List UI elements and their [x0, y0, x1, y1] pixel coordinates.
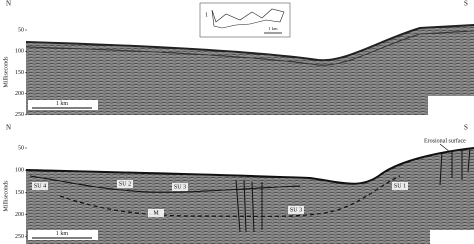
annotation: SU 3 — [290, 207, 302, 213]
inset-marker: 1 — [205, 12, 208, 18]
south-label: S — [464, 124, 468, 132]
scale-bar-label: 1 km — [56, 101, 69, 107]
y-tick-label: 100 — [15, 49, 24, 55]
y-tick-label: 50 — [18, 145, 24, 151]
y-axis-label: Milliseconds — [3, 56, 9, 88]
north-label: N — [6, 124, 11, 132]
y-tick-label: 150 — [15, 190, 24, 196]
y-tick-label: 200 — [15, 91, 24, 97]
label-box — [32, 182, 48, 190]
inset-map: 1 1 km — [199, 2, 291, 38]
y-tick-label: 250 — [15, 112, 24, 118]
label-box — [148, 209, 164, 217]
annotation: M — [153, 210, 159, 216]
annotation: SU 3 — [174, 184, 186, 190]
annotation: SU 2 — [119, 181, 131, 187]
y-tick-label: 150 — [15, 70, 24, 76]
label-box — [117, 180, 133, 188]
south-label: S — [464, 0, 468, 8]
scale-bar-label: 1 km — [56, 231, 69, 237]
label-box — [392, 182, 408, 190]
north-label: N — [6, 0, 11, 8]
label-box — [288, 206, 304, 214]
y-tick-label: 100 — [15, 168, 24, 174]
profile-bottom: 1 km N S Milliseconds 50 100 150 200 250 Ero… — [3, 124, 474, 244]
annotation: Erosional surface — [424, 137, 466, 144]
y-tick-label: 200 — [15, 212, 24, 218]
y-tick-label: 250 — [15, 234, 24, 240]
label-box — [172, 183, 188, 191]
profile-top: 1 km N S Milliseconds 50 100 150 200 250 1 1… — [3, 0, 474, 118]
annotation: SU 1 — [394, 183, 406, 189]
y-tick-label: 50 — [18, 27, 24, 33]
inset-scale-label: 1 km — [268, 26, 278, 31]
y-axis-label: Milliseconds — [3, 180, 9, 212]
annotation: SU 4 — [34, 183, 46, 189]
